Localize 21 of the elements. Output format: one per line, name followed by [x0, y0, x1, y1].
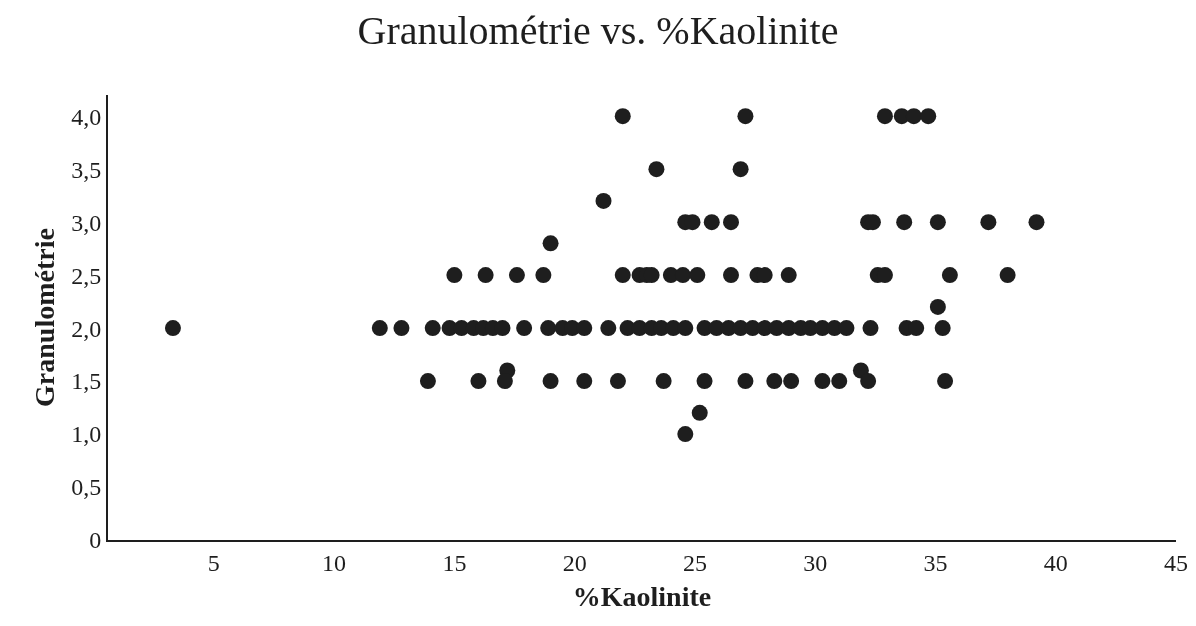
y-tick-label: 1,5 — [71, 368, 102, 395]
x-tick-label: 30 — [803, 549, 828, 576]
x-tick-label: 20 — [562, 549, 587, 576]
x-tick-label: 45 — [1164, 549, 1188, 576]
y-tick-label: 3,5 — [71, 156, 102, 183]
x-tick-label: 10 — [322, 549, 347, 576]
x-axis-title: %Kaolinite — [572, 581, 712, 613]
y-axis-title: Granulométrie — [29, 228, 61, 407]
y-tick-label: 0 — [89, 527, 102, 554]
y-tick-label: 3,0 — [71, 209, 102, 236]
x-tick-label: 35 — [923, 549, 948, 576]
x-tick-label: 25 — [682, 549, 707, 576]
y-tick-label: 1,0 — [71, 421, 102, 448]
y-tick-label: 2,5 — [71, 262, 102, 289]
y-tick-label: 2,0 — [71, 315, 102, 342]
x-tick-label: 15 — [442, 549, 467, 576]
y-tick-label: 0,5 — [71, 474, 102, 501]
x-tick-label: 5 — [207, 549, 220, 576]
chart-title: Granulométrie vs. %Kaolinite — [357, 7, 839, 53]
x-tick-label: 40 — [1043, 549, 1068, 576]
y-tick-label: 4,0 — [71, 103, 102, 130]
